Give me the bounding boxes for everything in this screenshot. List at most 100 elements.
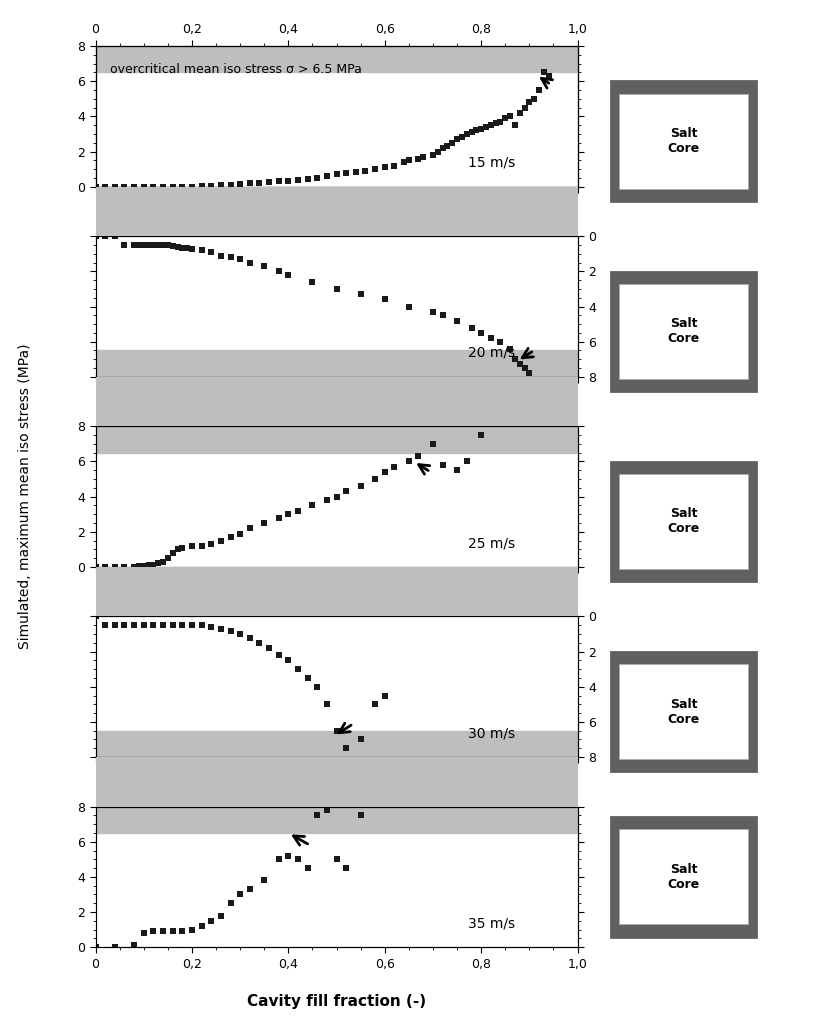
Point [426, 146, 440, 163]
Point [89, 178, 102, 195]
Point [127, 559, 140, 575]
Point [147, 924, 160, 940]
Text: 30 m/s: 30 m/s [468, 726, 515, 740]
Point [156, 617, 170, 634]
Point [440, 138, 454, 155]
Point [234, 176, 247, 193]
Point [436, 140, 450, 157]
Point [436, 307, 450, 324]
Point [320, 168, 333, 184]
Point [330, 851, 343, 867]
Point [195, 177, 209, 194]
Point [272, 173, 285, 189]
Point [185, 617, 199, 634]
Point [214, 621, 228, 637]
Point [195, 538, 209, 554]
Point [465, 319, 478, 336]
Point [214, 532, 228, 549]
Point [147, 178, 160, 195]
Point [185, 241, 199, 257]
Point [204, 536, 218, 552]
Point [292, 171, 305, 187]
Point [306, 273, 319, 290]
Bar [96, 426, 578, 453]
Point [523, 366, 536, 382]
Point [137, 617, 150, 634]
Point [108, 617, 121, 634]
Point [99, 228, 112, 245]
Point [533, 82, 546, 98]
Point [282, 506, 295, 522]
Text: 20 m/s: 20 m/s [468, 346, 515, 359]
Point [118, 559, 131, 575]
Point [509, 117, 522, 133]
Point [518, 99, 531, 116]
Point [282, 848, 295, 864]
Text: 15 m/s: 15 m/s [468, 156, 515, 170]
Point [258, 515, 271, 531]
Point [224, 623, 237, 639]
Point [224, 528, 237, 545]
Point [504, 341, 517, 357]
Point [132, 237, 145, 253]
Point [354, 807, 367, 823]
Point [460, 126, 474, 142]
Point [214, 177, 228, 194]
Point [108, 228, 121, 245]
Point [195, 918, 209, 934]
Point [89, 939, 102, 955]
Point [137, 178, 150, 195]
Point [243, 254, 257, 270]
Bar [96, 731, 578, 757]
Bar [96, 350, 578, 377]
Point [272, 851, 285, 867]
Point [204, 618, 218, 635]
Point [378, 159, 391, 175]
Point [147, 617, 160, 634]
Point [484, 330, 498, 346]
Text: overcritical mean iso stress σ > 6.5 MPa: overcritical mean iso stress σ > 6.5 MPa [110, 62, 361, 76]
Point [378, 291, 391, 307]
Point [509, 351, 522, 368]
Point [161, 237, 175, 253]
Point [89, 608, 102, 625]
Point [171, 239, 184, 255]
Point [132, 558, 145, 574]
Point [185, 538, 199, 554]
Point [243, 881, 257, 897]
Point [224, 177, 237, 194]
Point [537, 65, 550, 81]
Point [204, 244, 218, 260]
Point [142, 557, 155, 573]
Point [147, 557, 160, 573]
Point [118, 178, 131, 195]
Point [465, 124, 478, 140]
Point [171, 541, 184, 557]
Point [166, 617, 179, 634]
Point [156, 553, 170, 569]
Point [528, 90, 541, 106]
Point [156, 924, 170, 940]
Point [368, 161, 381, 177]
Point [147, 237, 160, 253]
Point [127, 237, 140, 253]
Point [306, 498, 319, 514]
Point [340, 860, 353, 877]
Point [489, 116, 502, 132]
Point [204, 177, 218, 194]
Point [475, 121, 488, 137]
Point [137, 925, 150, 941]
Text: Salt
Core: Salt Core [667, 317, 700, 345]
Point [504, 109, 517, 125]
Point [151, 555, 165, 571]
Point [234, 251, 247, 267]
Point [523, 94, 536, 111]
Point [118, 237, 131, 253]
Point [108, 559, 121, 575]
Point [224, 249, 237, 265]
Point [156, 237, 170, 253]
Point [412, 449, 425, 465]
Text: 35 m/s: 35 m/s [468, 916, 515, 931]
Point [137, 237, 150, 253]
Point [450, 462, 464, 478]
